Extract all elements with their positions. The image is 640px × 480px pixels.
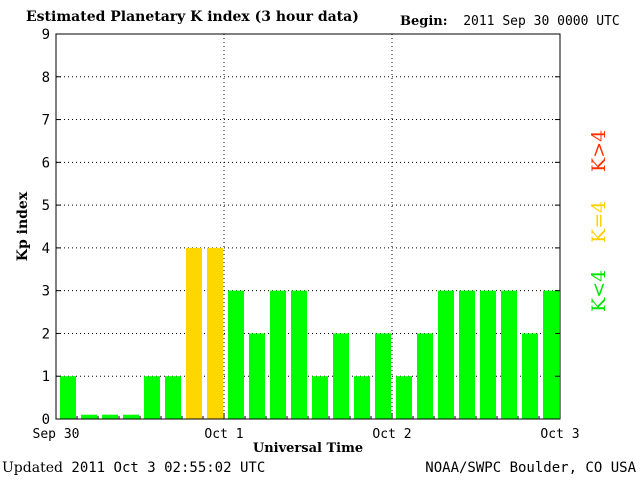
kp-bar: [312, 376, 328, 419]
updated-label: Updated: [2, 460, 63, 476]
kp-bar: [396, 376, 412, 419]
kp-bar: [102, 414, 118, 419]
kp-bar: [228, 290, 244, 419]
kp-bar: [417, 333, 433, 419]
y-tick-label: 4: [42, 241, 50, 257]
legend-k-equal-4: K=4: [588, 200, 610, 243]
kp-bar: [270, 290, 286, 419]
kp-bar: [123, 414, 139, 419]
x-tick-label: Oct 2: [372, 427, 411, 442]
kp-bar: [438, 290, 454, 419]
y-tick-label: 8: [42, 70, 50, 86]
x-axis-label: Universal Time: [253, 441, 363, 456]
kp-bar: [333, 333, 349, 419]
y-axis-label: Kp index: [15, 191, 31, 261]
kp-bar: [249, 333, 265, 419]
x-tick-label: Oct 1: [204, 427, 243, 442]
y-tick-label: 0: [42, 412, 50, 428]
kp-bar: [207, 247, 223, 419]
updated-time: Updated 2011 Oct 3 02:55:02 UTC: [2, 460, 265, 476]
chart-title: Estimated Planetary K index (3 hour data…: [26, 9, 359, 25]
kp-bar: [480, 290, 496, 419]
kp-bar: [186, 247, 202, 419]
x-tick-label: Oct 3: [540, 427, 579, 442]
kp-bar: [459, 290, 475, 419]
kp-bar: [144, 376, 160, 419]
begin-time: Begin: 2011 Sep 30 0000 UTC: [400, 14, 620, 29]
updated-value: 2011 Oct 3 02:55:02 UTC: [71, 460, 266, 476]
x-tick-label: Sep 30: [33, 427, 80, 442]
kp-bar: [522, 333, 538, 419]
kp-bar: [375, 333, 391, 419]
data-source: NOAA/SWPC Boulder, CO USA: [425, 460, 636, 476]
kp-bar: [501, 290, 517, 419]
y-tick-label: 2: [42, 326, 50, 342]
begin-label: Begin:: [400, 14, 448, 29]
legend-k-below-4: K<4: [588, 269, 610, 312]
kp-bar: [354, 376, 370, 419]
kp-bar: [60, 376, 76, 419]
begin-value: 2011 Sep 30 0000 UTC: [463, 14, 620, 29]
kp-bar: [543, 290, 559, 419]
y-tick-label: 5: [42, 198, 50, 214]
y-tick-label: 9: [42, 27, 50, 43]
y-tick-label: 7: [42, 113, 50, 129]
y-tick-label: 6: [42, 155, 50, 171]
legend-k-above-4: K>4: [588, 129, 610, 172]
kp-bar: [165, 376, 181, 419]
y-tick-label: 3: [42, 284, 50, 300]
kp-bar: [81, 414, 97, 419]
kp-bar: [291, 290, 307, 419]
y-tick-label: 1: [42, 369, 50, 385]
